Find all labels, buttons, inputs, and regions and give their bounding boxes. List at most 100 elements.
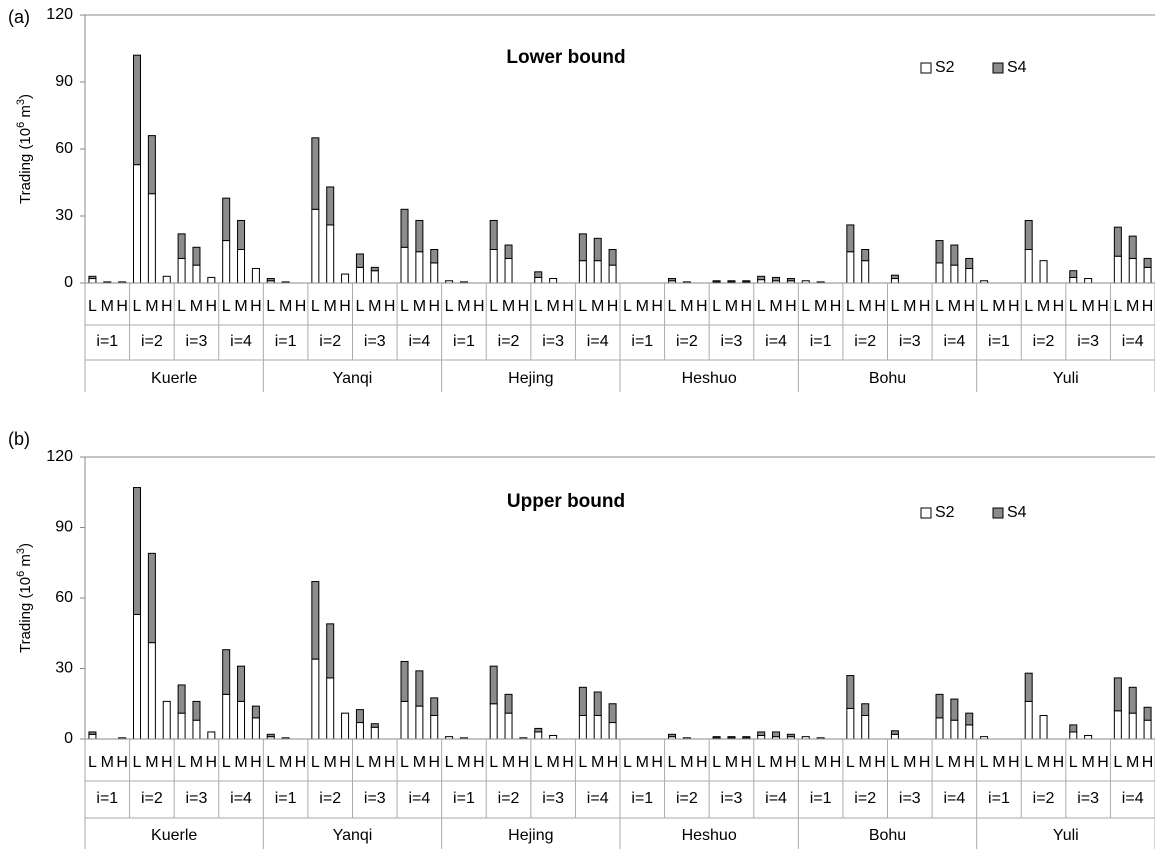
level-label: L [1113, 298, 1122, 315]
level-label: L [623, 298, 632, 315]
bar-s4 [668, 278, 677, 282]
legend-swatch [992, 507, 1004, 519]
region-label: Hejing [508, 827, 553, 844]
level-label: H [607, 298, 619, 315]
bar-s2 [355, 722, 364, 740]
level-label: H [562, 298, 574, 315]
bar-s4 [727, 280, 736, 283]
level-label: H [339, 754, 351, 771]
level-label: M [546, 298, 559, 315]
level-label: L [88, 298, 97, 315]
bar-s4 [846, 224, 855, 253]
period-label: i=2 [498, 333, 520, 350]
level-label: M [1037, 298, 1050, 315]
level-label: M [814, 754, 827, 771]
period-label: i=2 [141, 790, 163, 807]
bar-s2 [415, 251, 424, 284]
bar-s2 [237, 700, 246, 740]
y-axis-label-part: 3 [15, 548, 27, 554]
y-tick-label: 90 [55, 519, 73, 536]
bar-s4 [1143, 706, 1152, 721]
panel-label: (b) [8, 429, 30, 449]
level-label: H [785, 754, 797, 771]
level-label: H [295, 298, 307, 315]
level-label: H [963, 298, 975, 315]
bar-s2 [593, 260, 602, 284]
level-label: H [161, 298, 173, 315]
period-label: i=4 [765, 790, 787, 807]
legend-swatch [992, 62, 1004, 74]
level-label: H [473, 754, 485, 771]
level-label: L [1024, 754, 1033, 771]
level-label: M [948, 298, 961, 315]
bar-s4 [504, 693, 513, 714]
bar-s4 [772, 276, 781, 282]
level-label: H [206, 754, 218, 771]
level-label: H [206, 298, 218, 315]
bar-s2 [578, 260, 587, 284]
region-label: Kuerle [151, 370, 197, 387]
bar-s4 [950, 698, 959, 721]
bar-s2 [133, 613, 142, 740]
period-label: i=1 [810, 333, 832, 350]
bar-s2 [162, 275, 171, 284]
bar-s2 [370, 726, 379, 740]
level-label: L [1024, 298, 1033, 315]
bar-s4 [237, 665, 246, 702]
bar-s4 [593, 691, 602, 716]
bar-s2 [950, 264, 959, 284]
bar-s4 [430, 697, 439, 716]
legend-label: S2 [935, 504, 955, 521]
chart-panel-a: (a) 0 30 60 90 120 Trading (106 m3) Lower bound… [8, 6, 1155, 392]
period-label: i=1 [453, 333, 475, 350]
level-label: M [279, 754, 292, 771]
region-label: Yuli [1053, 370, 1079, 387]
level-label: L [88, 754, 97, 771]
bar-s2 [757, 734, 766, 740]
region-label: Bohu [869, 827, 906, 844]
period-label: i=4 [587, 333, 609, 350]
period-label: i=4 [1122, 333, 1144, 350]
bar-s2 [355, 266, 364, 284]
level-label: M [1126, 754, 1139, 771]
level-label: L [801, 754, 810, 771]
period-label: i=1 [988, 333, 1010, 350]
level-label: M [457, 298, 470, 315]
level-label: L [623, 754, 632, 771]
bar-s2 [400, 246, 409, 284]
bar-s2 [341, 712, 350, 740]
legend-label: S4 [1007, 504, 1027, 521]
bar-s4 [890, 730, 899, 735]
bar-s2 [1113, 710, 1122, 740]
bar-s2 [846, 251, 855, 284]
level-label: H [785, 298, 797, 315]
level-label: L [489, 754, 498, 771]
y-axis-label-part: m [17, 554, 34, 571]
y-tick-label: 0 [64, 730, 73, 747]
bar-s4 [534, 271, 543, 278]
level-label: M [324, 298, 337, 315]
bar-s2 [578, 715, 587, 740]
legend-label: S2 [935, 59, 955, 76]
level-label: H [1142, 298, 1154, 315]
level-label: H [116, 298, 128, 315]
y-axis-label: Trading (106 m3) [15, 543, 34, 653]
level-label: M [680, 754, 693, 771]
bar-s2 [489, 703, 498, 740]
level-label: H [651, 298, 663, 315]
level-label: L [801, 298, 810, 315]
level-label: H [518, 754, 530, 771]
bar-s4 [415, 670, 424, 707]
period-label: i=3 [542, 333, 564, 350]
level-label: M [591, 754, 604, 771]
level-label: L [712, 298, 721, 315]
period-label: i=2 [854, 333, 876, 350]
level-label: L [578, 754, 587, 771]
level-label: M [903, 298, 916, 315]
level-label: M [1081, 754, 1094, 771]
level-label: M [903, 754, 916, 771]
bar-s4 [608, 249, 617, 266]
level-label: H [161, 754, 173, 771]
bar-s4 [890, 274, 899, 280]
bar-s2 [1039, 715, 1048, 740]
